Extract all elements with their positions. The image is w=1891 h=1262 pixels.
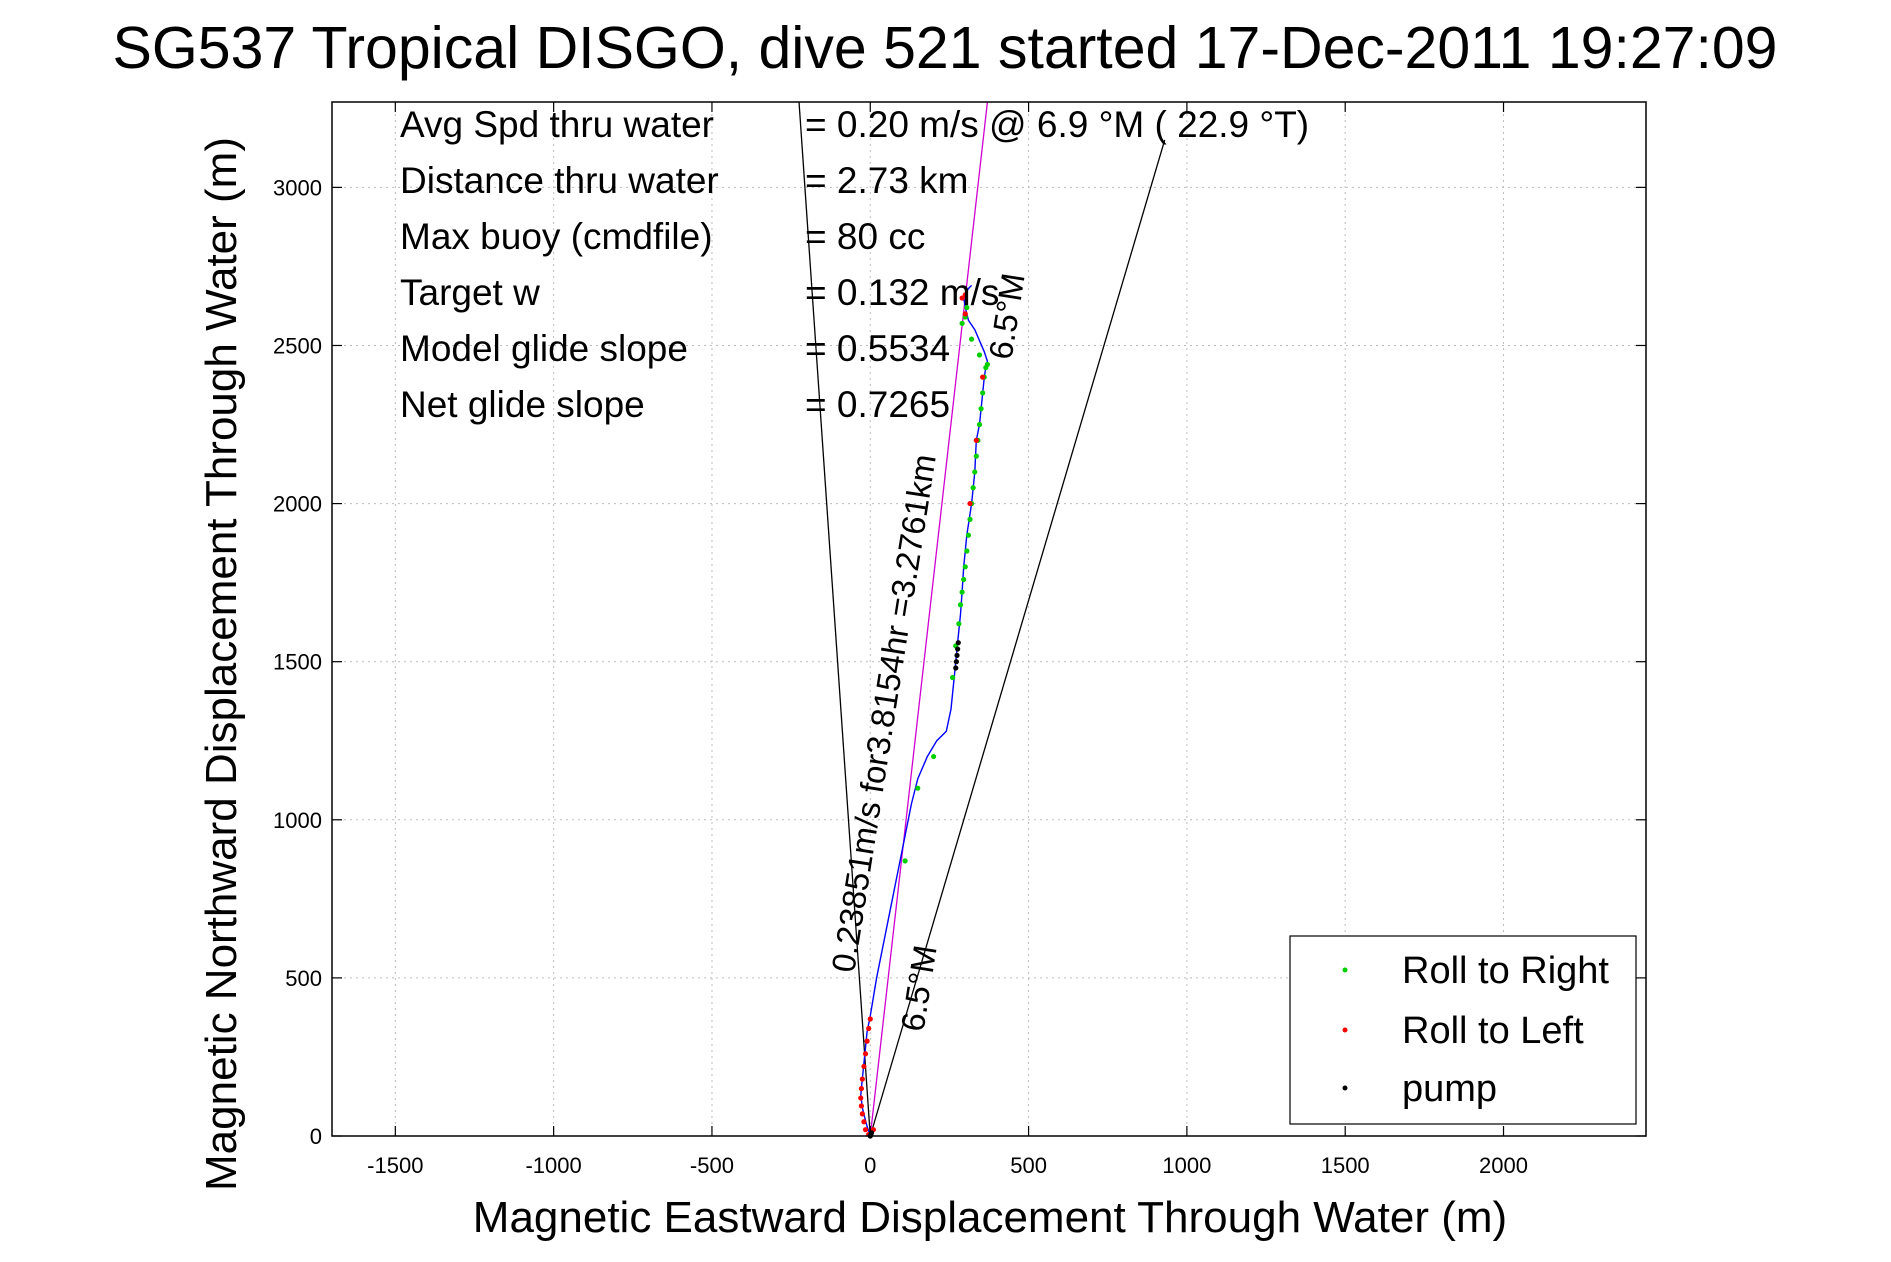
y-tick-label: 500	[285, 966, 322, 991]
point-roll-to-right	[965, 532, 972, 538]
x-tick-label: 0	[864, 1153, 876, 1178]
point-roll-to-left	[864, 1038, 870, 1044]
x-tick-label: 500	[1010, 1153, 1047, 1178]
info-label: Avg Spd thru water	[400, 104, 714, 145]
y-tick-label: 2000	[273, 492, 322, 517]
point-roll-to-left	[962, 311, 968, 317]
info-label: Distance thru water	[400, 160, 719, 201]
point-roll-to-left	[858, 1103, 864, 1109]
point-pump	[953, 659, 959, 665]
point-roll-to-right	[976, 352, 983, 358]
x-tick-label: 2000	[1479, 1153, 1528, 1178]
point-roll-to-right	[972, 469, 978, 475]
legend: Roll to Right Roll to Left pump	[1289, 935, 1637, 1125]
point-roll-to-left	[858, 1085, 864, 1092]
legend-box	[1289, 935, 1637, 1125]
point-roll-to-right	[980, 390, 986, 396]
y-tick-label: 1500	[273, 650, 322, 675]
info-value: = 2.73 km	[805, 160, 969, 201]
point-pump	[955, 640, 961, 646]
data-points	[858, 292, 991, 1139]
point-roll-to-left	[967, 500, 973, 507]
point-roll-to-right	[978, 406, 984, 412]
legend-marker-roll-left	[1342, 1027, 1348, 1033]
info-value: = 0.5534	[805, 328, 950, 369]
plot-frame	[331, 101, 1647, 1137]
point-roll-to-right	[930, 753, 937, 760]
point-pump	[954, 652, 960, 658]
dive-info-block: Avg Spd thru water = 0.20 m/s @ 6.9 °M (…	[400, 104, 1309, 425]
point-roll-to-right	[959, 589, 965, 595]
info-value: = 0.132 m/s	[805, 272, 999, 313]
x-tick-label: 1500	[1321, 1153, 1370, 1178]
point-roll-to-left	[858, 1095, 864, 1101]
point-roll-to-right	[984, 361, 991, 368]
point-roll-to-left	[959, 295, 965, 301]
point-pump	[955, 646, 961, 652]
point-roll-to-right	[956, 621, 962, 627]
point-roll-to-right	[976, 421, 983, 428]
point-roll-to-left	[861, 1119, 867, 1125]
x-tick-label: -1000	[525, 1153, 581, 1178]
info-label: Max buoy (cmdfile)	[400, 216, 713, 257]
point-roll-to-right	[964, 304, 970, 311]
x-tick-label: -1500	[367, 1153, 423, 1178]
point-roll-to-left	[962, 292, 968, 298]
legend-label-roll-left: Roll to Left	[1402, 1010, 1584, 1052]
info-value: = 0.20 m/s @ 6.9 °M ( 22.9 °T)	[805, 104, 1309, 145]
legend-marker-roll-right	[1342, 967, 1348, 973]
y-axis-label: Magnetic Northward Displacement Through …	[197, 137, 246, 1191]
y-tick-label: 3000	[273, 175, 322, 200]
y-tick-label: 1000	[273, 808, 322, 833]
reference-lines	[798, 101, 1166, 1137]
point-pump	[953, 665, 959, 671]
grid	[332, 102, 1646, 1137]
point-roll-to-right	[961, 576, 967, 583]
point-roll-to-left	[973, 437, 979, 443]
x-tick-label: -500	[690, 1153, 734, 1178]
point-roll-to-left	[866, 1025, 872, 1032]
y-tick-label: 0	[310, 1124, 322, 1149]
legend-marker-pump	[1342, 1085, 1348, 1091]
x-tick-label: 1000	[1162, 1153, 1211, 1178]
info-label: Target w	[400, 272, 540, 313]
point-roll-to-left	[861, 1063, 867, 1070]
reference-line	[798, 101, 871, 1137]
legend-label-roll-right: Roll to Right	[1402, 950, 1609, 992]
point-roll-to-right	[957, 602, 964, 608]
point-roll-to-right	[967, 516, 973, 522]
point-roll-to-right	[970, 485, 976, 491]
point-roll-to-left	[862, 1127, 869, 1133]
chart-title: SG537 Tropical DISGO, dive 521 started 1…	[113, 15, 1778, 81]
reference-line	[869, 101, 989, 1137]
info-value: = 80 cc	[805, 216, 925, 257]
point-roll-to-right	[902, 858, 908, 864]
point-roll-to-left	[867, 1016, 873, 1022]
info-label: Net glide slope	[400, 384, 645, 425]
axis-ticks: -1500 -1000 -500 0 500 1000 1500 2000 0 500 1000 15…	[273, 102, 1646, 1178]
reference-line	[869, 139, 1166, 1137]
point-roll-to-right	[949, 674, 956, 681]
point-roll-to-right	[973, 453, 979, 459]
point-roll-to-right	[915, 785, 921, 791]
point-roll-to-right	[959, 320, 965, 326]
point-roll-to-left	[859, 1111, 865, 1117]
x-axis-label: Magnetic Eastward Displacement Through W…	[473, 1193, 1507, 1242]
info-label: Model glide slope	[400, 328, 688, 369]
point-roll-to-left	[980, 374, 986, 380]
info-value: = 0.7265	[805, 384, 950, 425]
point-roll-to-right	[968, 336, 975, 342]
point-roll-to-right	[962, 564, 968, 570]
y-tick-label: 2500	[273, 333, 322, 358]
point-roll-to-left	[862, 1051, 869, 1057]
legend-label-pump: pump	[1402, 1068, 1497, 1110]
point-roll-to-left	[859, 1076, 865, 1082]
point-roll-to-right	[964, 548, 970, 554]
